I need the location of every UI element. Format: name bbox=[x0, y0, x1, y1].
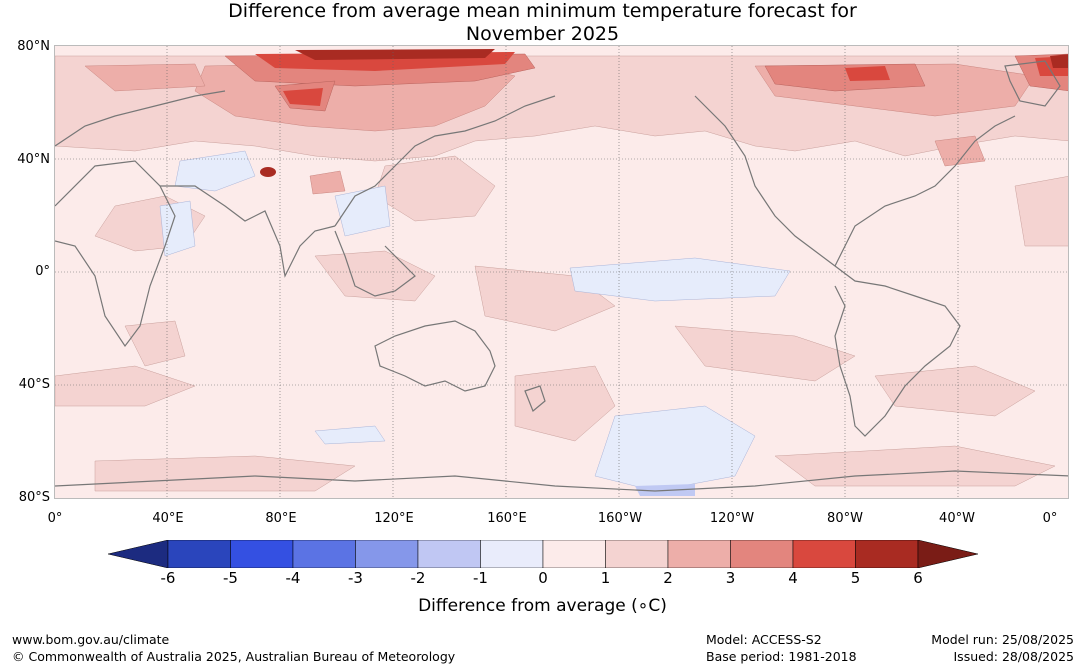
lat-label-equator: 0° bbox=[35, 264, 50, 279]
colorbar-segment bbox=[792, 540, 856, 568]
colorbar-segment bbox=[230, 540, 294, 568]
issued-date: Issued: 28/08/2025 bbox=[953, 649, 1075, 664]
title-line-2: November 2025 bbox=[465, 23, 620, 45]
lat-label-80s: 80°S bbox=[18, 490, 50, 505]
colorbar-tick-label: 0 bbox=[538, 569, 548, 587]
colorbar-tick-label: 4 bbox=[788, 569, 798, 587]
title-line-1: Difference from average mean minimum tem… bbox=[228, 0, 857, 22]
colorbar-segment bbox=[480, 540, 544, 568]
base-period: Base period: 1981-2018 bbox=[706, 649, 857, 664]
colorbar-segment bbox=[542, 540, 606, 568]
forecast-map bbox=[54, 45, 1069, 499]
lon-label-0-end: 0° bbox=[1042, 511, 1058, 526]
lon-label-80e: 80°E bbox=[265, 511, 297, 526]
colorbar-label: Difference from average (∘C) bbox=[418, 596, 667, 616]
copyright-text: © Commonwealth of Australia 2025, Austra… bbox=[12, 649, 456, 664]
colorbar-segment bbox=[605, 540, 669, 568]
colorbar-tick-label: -2 bbox=[410, 569, 426, 587]
graticule bbox=[55, 46, 1068, 498]
colorbar-segment bbox=[167, 540, 231, 568]
colorbar-segment bbox=[417, 540, 481, 568]
lat-label-40n: 40°N bbox=[17, 152, 50, 167]
footer-dates: Model run: 25/08/2025 Issued: 28/08/2025 bbox=[900, 631, 1074, 665]
colorbar-segment bbox=[292, 540, 356, 568]
anomaly-band-cool bbox=[159, 150, 791, 492]
colorbar-segment bbox=[730, 540, 794, 568]
colorbar-tick-label: 2 bbox=[663, 569, 673, 587]
model-run-date: Model run: 25/08/2025 bbox=[931, 632, 1074, 647]
colorbar-extend-high bbox=[917, 540, 978, 568]
colorbar-segment bbox=[355, 540, 419, 568]
colorbar bbox=[108, 540, 978, 568]
colorbar-tick-label: -3 bbox=[348, 569, 363, 587]
colorbar-segment bbox=[855, 540, 919, 568]
colorbar-tick-label: -1 bbox=[473, 569, 488, 587]
lon-label-120e: 120°E bbox=[374, 511, 414, 526]
anomaly-map-svg bbox=[55, 46, 1068, 498]
colorbar-tick-label: -5 bbox=[223, 569, 238, 587]
lon-label-160e: 160°E bbox=[487, 511, 527, 526]
lon-label-120w: 120°W bbox=[709, 511, 755, 526]
lat-label-80n: 80°N bbox=[17, 39, 50, 54]
anomaly-band-5-6 bbox=[260, 49, 1068, 177]
coastlines bbox=[55, 60, 1068, 492]
lat-label-40s: 40°S bbox=[18, 377, 50, 392]
model-name: Model: ACCESS-S2 bbox=[706, 632, 822, 647]
footer-left: www.bom.gov.au/climate © Commonwealth of… bbox=[12, 631, 455, 665]
colorbar-tick-label: -6 bbox=[160, 569, 176, 587]
colorbar-tick-label: 1 bbox=[600, 569, 611, 587]
lon-label-80w: 80°W bbox=[827, 511, 863, 526]
colorbar-tick-label: 3 bbox=[725, 569, 736, 587]
lon-label-0: 0° bbox=[47, 511, 63, 526]
colorbar-tick-label: -4 bbox=[285, 569, 301, 587]
footer-model-info: Model: ACCESS-S2 Base period: 1981-2018 bbox=[706, 631, 857, 665]
colorbar-segment bbox=[667, 540, 731, 568]
lon-label-160w: 160°W bbox=[597, 511, 643, 526]
lon-label-40w: 40°W bbox=[939, 511, 975, 526]
map-title: Difference from average mean minimum tem… bbox=[0, 0, 1085, 46]
lon-label-40e: 40°E bbox=[152, 511, 184, 526]
site-link[interactable]: www.bom.gov.au/climate bbox=[12, 632, 170, 647]
colorbar-tick-label: 6 bbox=[913, 569, 923, 587]
anomaly-band-1-2 bbox=[55, 55, 1068, 492]
colorbar-tick-label: 5 bbox=[850, 569, 861, 587]
colorbar-extend-low bbox=[108, 540, 169, 568]
